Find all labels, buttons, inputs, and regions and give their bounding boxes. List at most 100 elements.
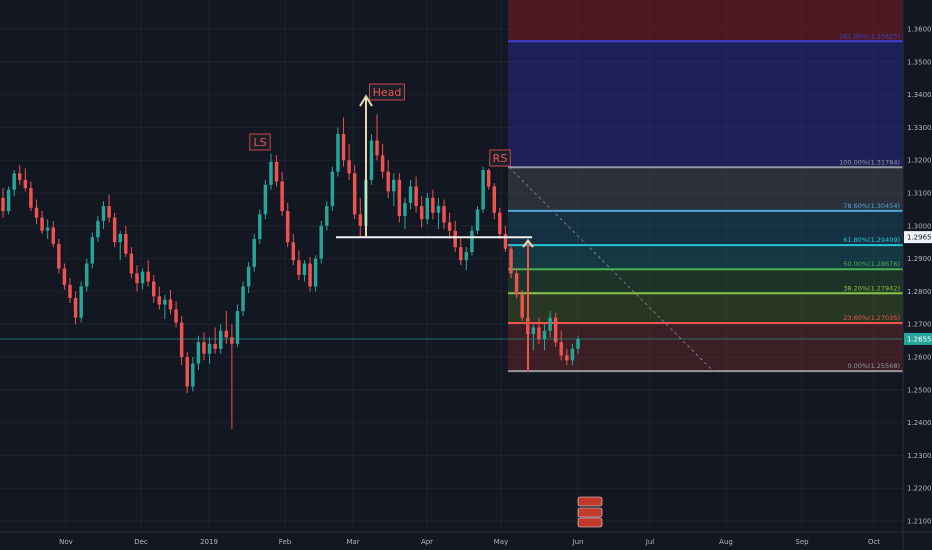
candle-body xyxy=(514,273,519,295)
price-axis-tick-label: 1.28000 xyxy=(907,288,932,296)
candle-body xyxy=(213,343,217,349)
candle-body xyxy=(553,317,558,343)
candle-body xyxy=(436,206,441,213)
candle-body xyxy=(29,188,33,208)
pattern-label-box xyxy=(249,133,271,151)
price-axis-tick-label: 1.25000 xyxy=(907,386,932,394)
fib-zone xyxy=(508,269,903,294)
candle-body xyxy=(79,286,83,318)
candle-body xyxy=(498,212,502,234)
candle-body xyxy=(453,230,457,248)
candle-body xyxy=(85,263,89,287)
fib-zone xyxy=(508,245,903,270)
price-axis-tick-label: 1.29000 xyxy=(907,255,932,263)
time-axis-tick-label: Aug xyxy=(719,538,733,546)
candle-body xyxy=(447,222,452,231)
badge xyxy=(577,517,603,528)
candle-body xyxy=(486,170,491,187)
pattern-label: Head xyxy=(373,86,402,99)
pattern-annotations: LS Head RS xyxy=(0,83,903,372)
badge xyxy=(577,507,603,518)
fib-level-label: 23.60%(1.27035) xyxy=(843,314,900,322)
price-label: 1.26550 xyxy=(907,335,932,343)
candle-body xyxy=(151,281,156,297)
time-axis-tick-label: Dec xyxy=(134,538,148,546)
candle-body xyxy=(291,242,296,261)
fib-zone xyxy=(508,293,903,324)
candle-body xyxy=(542,330,547,339)
candle-body xyxy=(442,206,446,223)
candle-body xyxy=(559,342,563,356)
candle-body xyxy=(325,206,329,226)
time-axis-tick-label: Feb xyxy=(279,538,292,546)
candle-body xyxy=(313,258,318,287)
time-axis-tick-label: Sep xyxy=(795,538,809,546)
candle-body xyxy=(336,133,340,172)
candle-body xyxy=(129,253,134,274)
candle-body xyxy=(107,206,111,218)
candle-body xyxy=(537,327,541,339)
price-axis-tick-label: 1.36000 xyxy=(907,26,932,34)
candle-body xyxy=(319,225,323,259)
candle-body xyxy=(576,338,580,349)
candle-body xyxy=(492,186,496,213)
candle-body xyxy=(51,227,55,244)
candle-body xyxy=(163,299,167,305)
candle-body xyxy=(330,171,335,207)
candle-body xyxy=(235,311,240,344)
candle-body xyxy=(218,330,223,349)
candle-body xyxy=(403,202,407,216)
fibonacci-levels: 161.80%(1.35625) 100.00%(1.31784) 78.60%(1… xyxy=(508,32,903,373)
price-label: 1.29655 xyxy=(907,234,932,242)
candle-body xyxy=(470,230,474,253)
fib-level-label: 61.80%(1.29409) xyxy=(843,236,900,244)
fib-zone xyxy=(508,41,903,168)
candle-body xyxy=(302,263,307,275)
pattern-label-box xyxy=(369,83,405,101)
candle-body xyxy=(6,189,11,212)
fib-level-label: 78.60%(1.30454) xyxy=(843,202,900,210)
candle-body xyxy=(23,179,28,189)
pattern-label: RS xyxy=(493,152,508,165)
candle-body xyxy=(73,297,78,318)
time-axis-tick-label: 2019 xyxy=(200,538,218,546)
candle-body xyxy=(297,260,301,275)
grid xyxy=(0,0,903,532)
candle-body xyxy=(352,173,357,215)
pattern-label-box xyxy=(489,149,511,167)
price-axis-tick-label: 1.27000 xyxy=(907,321,932,329)
candle-body xyxy=(45,227,50,231)
candle-body xyxy=(459,247,463,261)
price-axis-tick-label: 1.33000 xyxy=(907,124,932,132)
price-axis-tick-label: 1.26000 xyxy=(907,354,932,362)
candle-body xyxy=(269,161,273,185)
price-axis[interactable]: 1.36000 1.35000 1.34000 1.33000 1.32000 1.310… xyxy=(902,0,932,550)
candle-body xyxy=(509,248,513,274)
candle-body xyxy=(531,327,536,335)
candle-body xyxy=(146,271,150,282)
candle-body xyxy=(1,197,5,212)
candle-body xyxy=(12,173,16,190)
arrow-head-up xyxy=(359,94,373,107)
candle-body xyxy=(263,184,268,215)
candle-body xyxy=(386,171,390,192)
arrow-head-up xyxy=(522,238,534,248)
candle-body xyxy=(18,173,22,180)
fib-level-label: 50.00%(1.28676) xyxy=(843,260,900,268)
fib-zone xyxy=(508,210,903,246)
candle-body xyxy=(358,214,363,226)
candle-body xyxy=(392,179,396,192)
candle-body xyxy=(112,217,117,243)
candle-body xyxy=(207,343,212,354)
candle-body xyxy=(375,140,379,156)
pattern-label: LS xyxy=(253,136,266,149)
candle-body xyxy=(230,337,234,344)
time-axis[interactable]: Nov Dec 2019 Feb Mar Apr May Jun Jul Aug Sep Oct xyxy=(0,531,932,546)
time-axis-tick-label: Nov xyxy=(59,538,73,546)
candle-body xyxy=(168,299,173,310)
badge xyxy=(577,496,603,507)
candle-body xyxy=(157,296,162,305)
fib-level-label: 161.80%(1.35625) xyxy=(839,32,900,40)
